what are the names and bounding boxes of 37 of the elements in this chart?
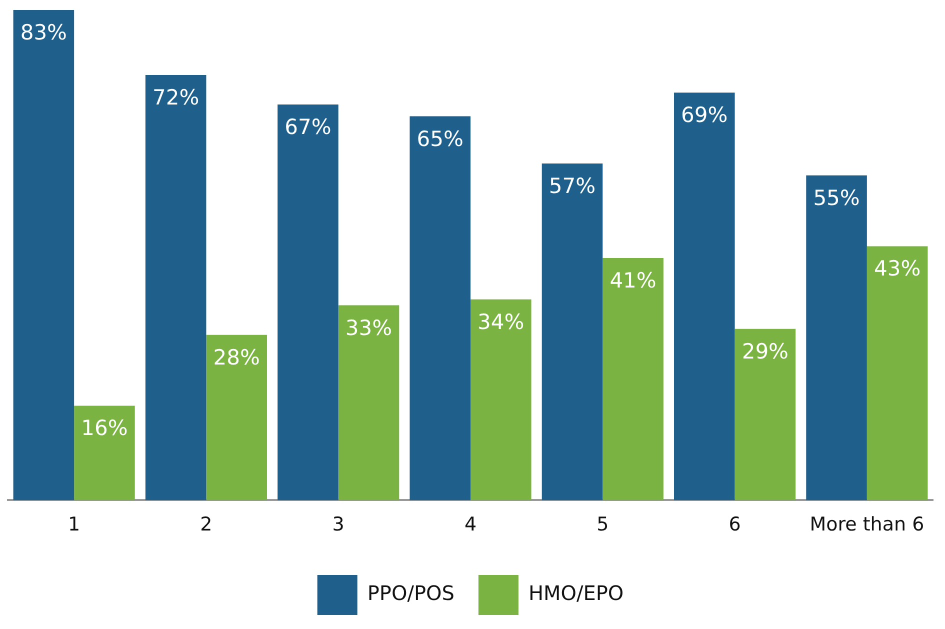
- data-label: 33%: [345, 316, 392, 340]
- x-tick-label: 6: [728, 514, 741, 536]
- bar: [278, 104, 338, 500]
- bar: [74, 406, 135, 500]
- bar: [470, 299, 532, 500]
- bar: [338, 305, 400, 500]
- data-label: 41%: [610, 268, 656, 293]
- bar: [734, 328, 796, 500]
- bar: [542, 164, 603, 500]
- data-label: 34%: [478, 310, 524, 334]
- bar: [13, 10, 74, 500]
- bar: [674, 92, 735, 500]
- bar: [806, 175, 867, 500]
- bar: [410, 116, 470, 500]
- data-label: 69%: [681, 103, 728, 128]
- data-label: 43%: [874, 256, 921, 281]
- data-label: 28%: [213, 345, 260, 370]
- x-tick-label: 3: [332, 514, 344, 536]
- data-label: 72%: [152, 85, 200, 110]
- bar: [602, 258, 664, 500]
- bar: [866, 246, 928, 500]
- x-tick-label: More than 6: [810, 514, 924, 536]
- x-tick-label: 4: [464, 514, 477, 536]
- bar: [206, 334, 267, 500]
- data-label: 67%: [284, 114, 332, 139]
- bar: [145, 74, 206, 500]
- data-label: 57%: [548, 174, 596, 198]
- data-label: 16%: [81, 416, 128, 440]
- x-tick-label: 1: [68, 514, 80, 536]
- legend-label: HMO/EPO: [528, 581, 624, 606]
- data-label: 65%: [416, 126, 464, 151]
- data-label: 83%: [20, 20, 68, 44]
- legend-label: PPO/POS: [367, 581, 454, 606]
- x-tick-label: 2: [200, 514, 212, 536]
- x-tick-label: 5: [596, 514, 609, 536]
- data-label: 29%: [742, 339, 789, 364]
- data-label: 55%: [813, 186, 860, 210]
